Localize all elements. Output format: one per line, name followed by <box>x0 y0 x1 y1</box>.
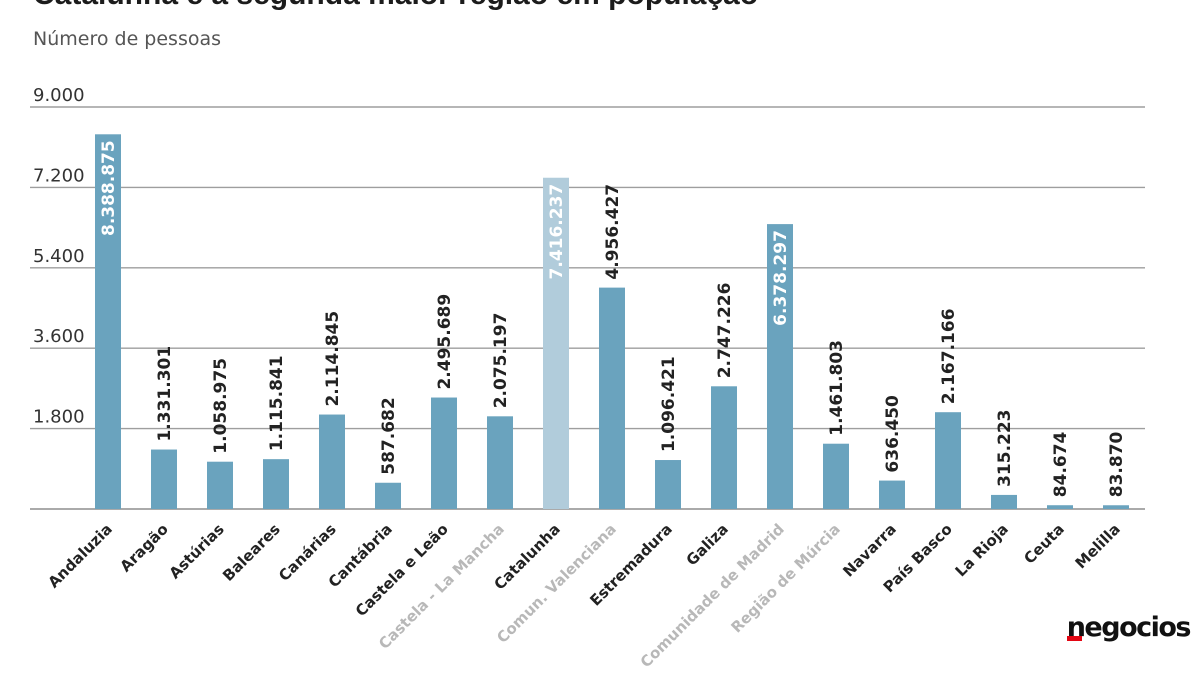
data-label: 2.747.226 <box>715 283 735 379</box>
data-label: 1.096.421 <box>659 356 679 452</box>
bar <box>95 134 121 509</box>
category-label: Astúrias <box>166 520 228 582</box>
category-label: Andaluzia <box>44 520 115 591</box>
data-label: 84.674 <box>1051 431 1071 497</box>
data-label: 1.331.301 <box>155 346 175 442</box>
data-label: 1.058.975 <box>211 358 231 454</box>
data-label: 6.378.297 <box>771 230 791 326</box>
category-label: Aragão <box>116 520 171 575</box>
bar <box>823 443 849 509</box>
data-label: 7.416.237 <box>547 184 567 280</box>
logo-accent-mark <box>1067 636 1082 641</box>
data-label: 2.495.689 <box>435 294 455 390</box>
bar <box>1047 505 1073 509</box>
bar <box>263 459 289 509</box>
y-tick-label: 7.200 <box>33 165 85 186</box>
data-label: 1.461.803 <box>827 340 847 436</box>
bar <box>655 460 681 509</box>
bar <box>767 224 793 510</box>
bar <box>319 414 345 509</box>
bar <box>375 482 401 509</box>
bar <box>543 177 569 510</box>
category-label: Baleares <box>219 520 284 585</box>
data-label: 2.114.845 <box>323 311 343 407</box>
y-tick-label: 9.000 <box>33 85 85 106</box>
bar <box>1103 505 1129 509</box>
y-tick-label: 3.600 <box>33 326 85 347</box>
data-label: 2.167.166 <box>939 308 959 404</box>
bar <box>935 412 961 509</box>
bar <box>599 287 625 509</box>
category-label: La Rioja <box>952 520 1012 580</box>
data-label: 8.388.875 <box>99 140 119 236</box>
y-tick-label: 1.800 <box>33 407 85 428</box>
data-label: 587.682 <box>379 397 399 474</box>
bar <box>711 386 737 509</box>
chart-title: Catalunha é a segunda maior região em po… <box>33 0 758 12</box>
negocios-logo: negocios <box>1066 612 1192 643</box>
category-label: Melilla <box>1072 520 1124 572</box>
data-label: 315.223 <box>995 409 1015 486</box>
data-label: 1.115.841 <box>267 355 287 451</box>
data-label: 4.956.427 <box>603 184 623 280</box>
bar <box>487 416 513 509</box>
bar <box>991 494 1017 509</box>
data-label: 83.870 <box>1107 431 1127 497</box>
category-label: Galiza <box>683 520 732 569</box>
bar <box>431 397 457 509</box>
data-label: 636.450 <box>883 395 903 473</box>
bar <box>879 480 905 509</box>
y-tick-label: 5.400 <box>33 246 85 267</box>
chart-subtitle: Número de pessoas <box>33 28 222 50</box>
category-label: Região de Múrcia <box>727 520 843 636</box>
bar <box>151 449 177 509</box>
category-label: Ceuta <box>1020 520 1067 567</box>
bar <box>207 461 233 509</box>
data-label: 2.075.197 <box>491 313 511 409</box>
